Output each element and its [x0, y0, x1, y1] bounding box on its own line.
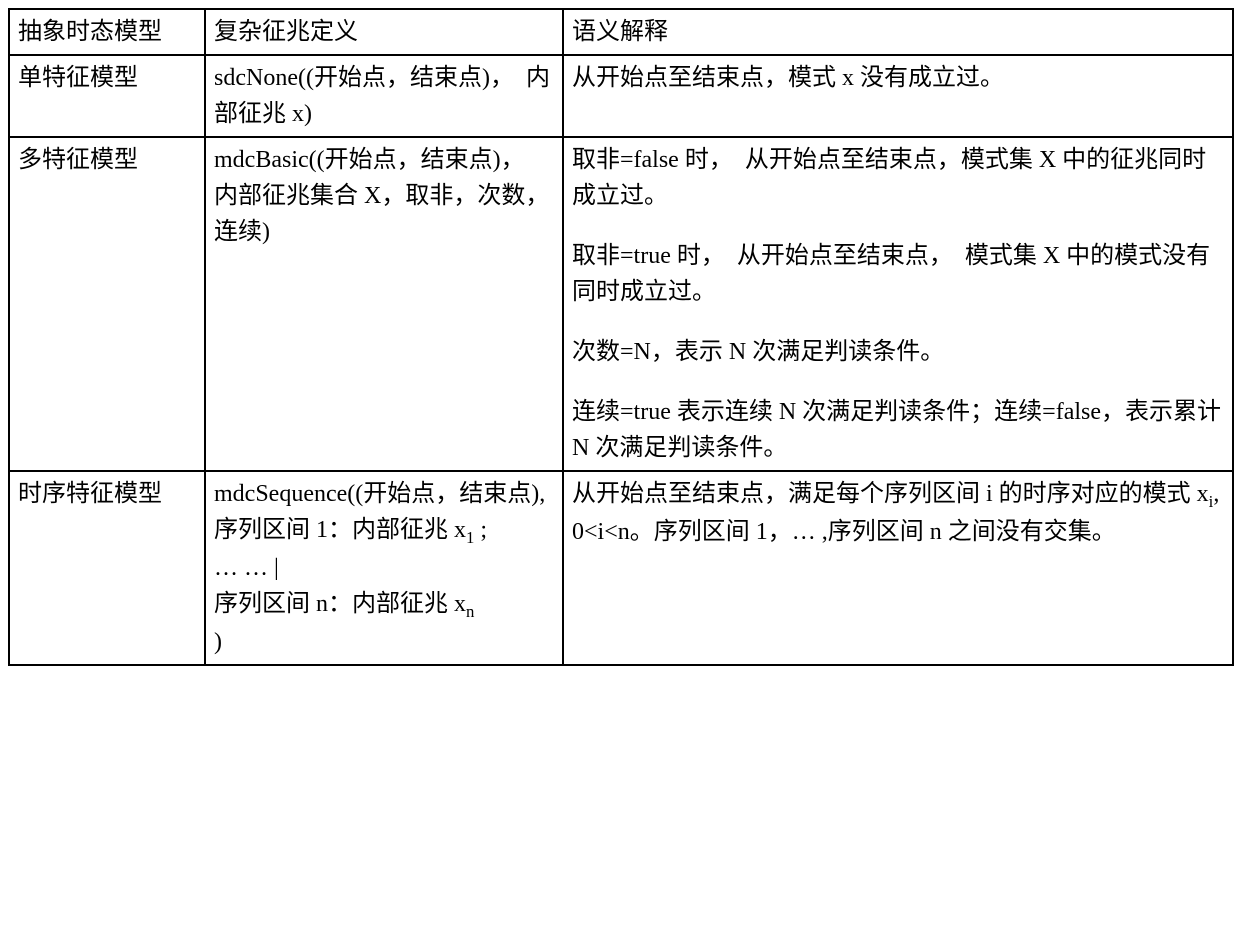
- cell-model: 时序特征模型: [9, 471, 205, 665]
- header-col1: 抽象时态模型: [9, 9, 205, 55]
- cell-definition: sdcNone((开始点，结束点)， 内部征兆 x): [205, 55, 563, 137]
- semantic-para: 取非=false 时， 从开始点至结束点，模式集 X 中的征兆同时成立过。: [572, 142, 1224, 214]
- cell-definition: mdcBasic((开始点，结束点)， 内部征兆集合 X，取非，次数，连续): [205, 137, 563, 471]
- cell-semantic: 取非=false 时， 从开始点至结束点，模式集 X 中的征兆同时成立过。 取非…: [563, 137, 1233, 471]
- semantic-para: 连续=true 表示连续 N 次满足判读条件；连续=false，表示累计 N 次…: [572, 394, 1224, 466]
- def-line: … … |: [214, 555, 279, 581]
- table-header-row: 抽象时态模型 复杂征兆定义 语义解释: [9, 9, 1233, 55]
- table-row: 多特征模型 mdcBasic((开始点，结束点)， 内部征兆集合 X，取非，次数…: [9, 137, 1233, 471]
- cell-semantic: 从开始点至结束点，满足每个序列区间 i 的时序对应的模式 xi, 0<i<n。序…: [563, 471, 1233, 665]
- cell-model: 单特征模型: [9, 55, 205, 137]
- header-col3: 语义解释: [563, 9, 1233, 55]
- table-row: 单特征模型 sdcNone((开始点，结束点)， 内部征兆 x) 从开始点至结束…: [9, 55, 1233, 137]
- def-line: 序列区间 1：内部征兆 x: [214, 517, 466, 543]
- table-row: 时序特征模型 mdcSequence((开始点，结束点), 序列区间 1：内部征…: [9, 471, 1233, 665]
- semantic-text: 从开始点至结束点，满足每个序列区间 i 的时序对应的模式 x: [572, 481, 1209, 507]
- cell-semantic: 从开始点至结束点，模式 x 没有成立过。: [563, 55, 1233, 137]
- cell-definition: mdcSequence((开始点，结束点), 序列区间 1：内部征兆 x1 ; …: [205, 471, 563, 665]
- semantic-para: 次数=N，表示 N 次满足判读条件。: [572, 334, 1224, 370]
- def-line: 序列区间 n：内部征兆 x: [214, 591, 466, 617]
- def-line: mdcSequence((开始点，结束点),: [214, 481, 545, 507]
- subscript: 1: [466, 528, 474, 547]
- subscript: n: [466, 602, 474, 621]
- semantic-para: 取非=true 时， 从开始点至结束点， 模式集 X 中的模式没有同时成立过。: [572, 238, 1224, 310]
- model-table: 抽象时态模型 复杂征兆定义 语义解释 单特征模型 sdcNone((开始点，结束…: [8, 8, 1234, 666]
- header-col2: 复杂征兆定义: [205, 9, 563, 55]
- def-line: ): [214, 629, 222, 655]
- cell-model: 多特征模型: [9, 137, 205, 471]
